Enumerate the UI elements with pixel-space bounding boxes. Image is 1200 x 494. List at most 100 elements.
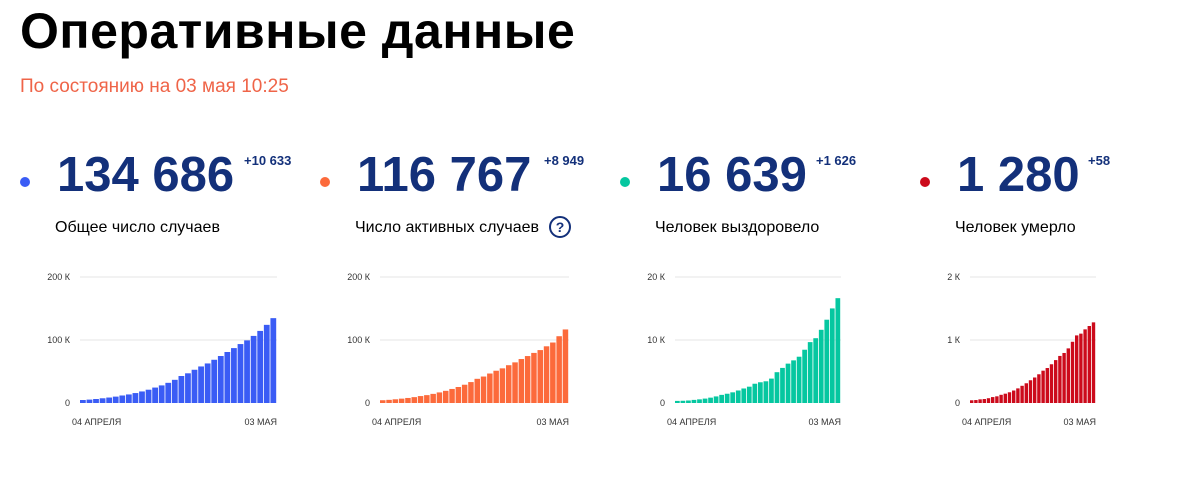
x-tick-label: 03 МАЯ [536,417,569,427]
stat-value: 16 639 [657,148,807,202]
chart-bar [1012,390,1016,403]
chart-bar [430,393,436,403]
y-tick-label: 2 К [947,272,961,282]
chart-bar [829,308,835,403]
chart-bar [1037,374,1041,403]
chart-bar [719,394,724,403]
chart-bar [986,398,991,403]
chart-bar [449,388,455,403]
chart-bar [741,388,747,403]
chart-bar [1087,326,1091,403]
stat-value: 1 280 [957,148,1080,202]
chart-bar [152,387,158,403]
chart-bar [746,386,752,403]
stat-value: 116 767 [357,148,532,202]
chart-bar [752,383,758,403]
chart-bar [680,400,686,403]
chart-bar [1049,364,1054,403]
chart-bar [537,350,543,403]
chart-bar [237,344,244,403]
chart-bar [112,396,119,403]
chart-bar [974,400,978,403]
chart-bar [758,382,763,403]
y-tick-label: 200 К [347,272,371,282]
chart-bar [995,396,999,403]
chart-bar [165,382,172,403]
help-icon[interactable]: ? [549,216,571,238]
chart-bar [1041,370,1045,403]
chart-bar [785,363,791,404]
x-tick-label: 03 МАЯ [808,417,841,427]
chart-bar [796,356,802,403]
chart-bar [556,336,562,403]
active-cases-chart: 200 К 100 К 004 АПРЕЛЯ 03 МАЯ [347,272,569,427]
y-tick-label: 0 [365,398,370,408]
chart-bar [1062,352,1066,403]
chart-bar [1033,377,1037,403]
chart-bar [405,397,411,403]
stat-value: 134 686 [57,148,235,202]
chart-bar [543,346,550,403]
stat-total-cases: 134 686 +10 633 Общее число случаев 200 … [20,145,310,445]
chart-bar [999,394,1003,403]
chart-bar [257,330,264,403]
chart-bar [80,400,86,403]
chart-bar [697,399,702,403]
x-tick-label: 03 МАЯ [244,417,277,427]
chart-bar [386,399,392,403]
chart-bar [769,378,774,403]
y-tick-label: 0 [955,398,960,408]
chart-bar [1020,385,1024,403]
total-cases-dot-icon [20,177,30,187]
chart-bar [1045,368,1049,403]
stat-delta: +58 [1088,153,1111,168]
chart-bar [224,352,231,403]
chart-bar [763,381,769,403]
chart-bar [506,365,512,403]
chart-bar [145,389,152,403]
chart-bar [1070,341,1075,403]
y-tick-label: 100 К [347,335,371,345]
chart-bar [480,376,487,403]
chart-bar [780,367,785,403]
chart-bar [1083,329,1087,403]
chart-bar [735,390,741,403]
chart-bar [178,376,185,403]
deaths-dot-icon [920,177,930,187]
chart-bar [691,399,697,403]
y-tick-label: 0 [65,398,70,408]
chart-bar [417,396,424,403]
chart-bar [512,362,518,403]
chart-bar [1028,380,1033,403]
chart-bar [1079,333,1083,403]
y-tick-label: 1 К [947,335,961,345]
stat-label: Человек умерло [955,219,1076,236]
chart-bar [106,397,113,403]
active-cases-dot-icon [320,177,330,187]
chart-bar [1003,393,1007,403]
chart-bar [392,399,399,403]
stat-label: Общее число случаев [55,219,220,236]
chart-bar [263,324,270,403]
x-tick-label: 03 МАЯ [1063,417,1096,427]
chart-bar [1007,392,1012,403]
stat-delta: +1 626 [816,153,857,168]
y-tick-label: 20 К [647,272,666,282]
chart-bar [217,356,224,403]
stat-label: Человек выздоровело [655,219,820,236]
chart-bar [93,399,99,403]
recovered-chart: 20 К 10 К 004 АПРЕЛЯ 03 МАЯ [647,272,841,427]
chart-bar [524,356,531,403]
chart-bar [211,359,218,403]
chart-bar [455,387,462,403]
chart-bar [730,392,736,403]
chart-bar [461,384,468,403]
chart-bar [991,397,995,403]
chart-bar [204,363,211,403]
chart-bar [1075,335,1079,403]
chart-bar [250,335,257,403]
chart-bar [982,399,986,403]
chart-bar [1054,360,1058,403]
chart-bar [675,400,680,403]
chart-bar [978,399,982,403]
